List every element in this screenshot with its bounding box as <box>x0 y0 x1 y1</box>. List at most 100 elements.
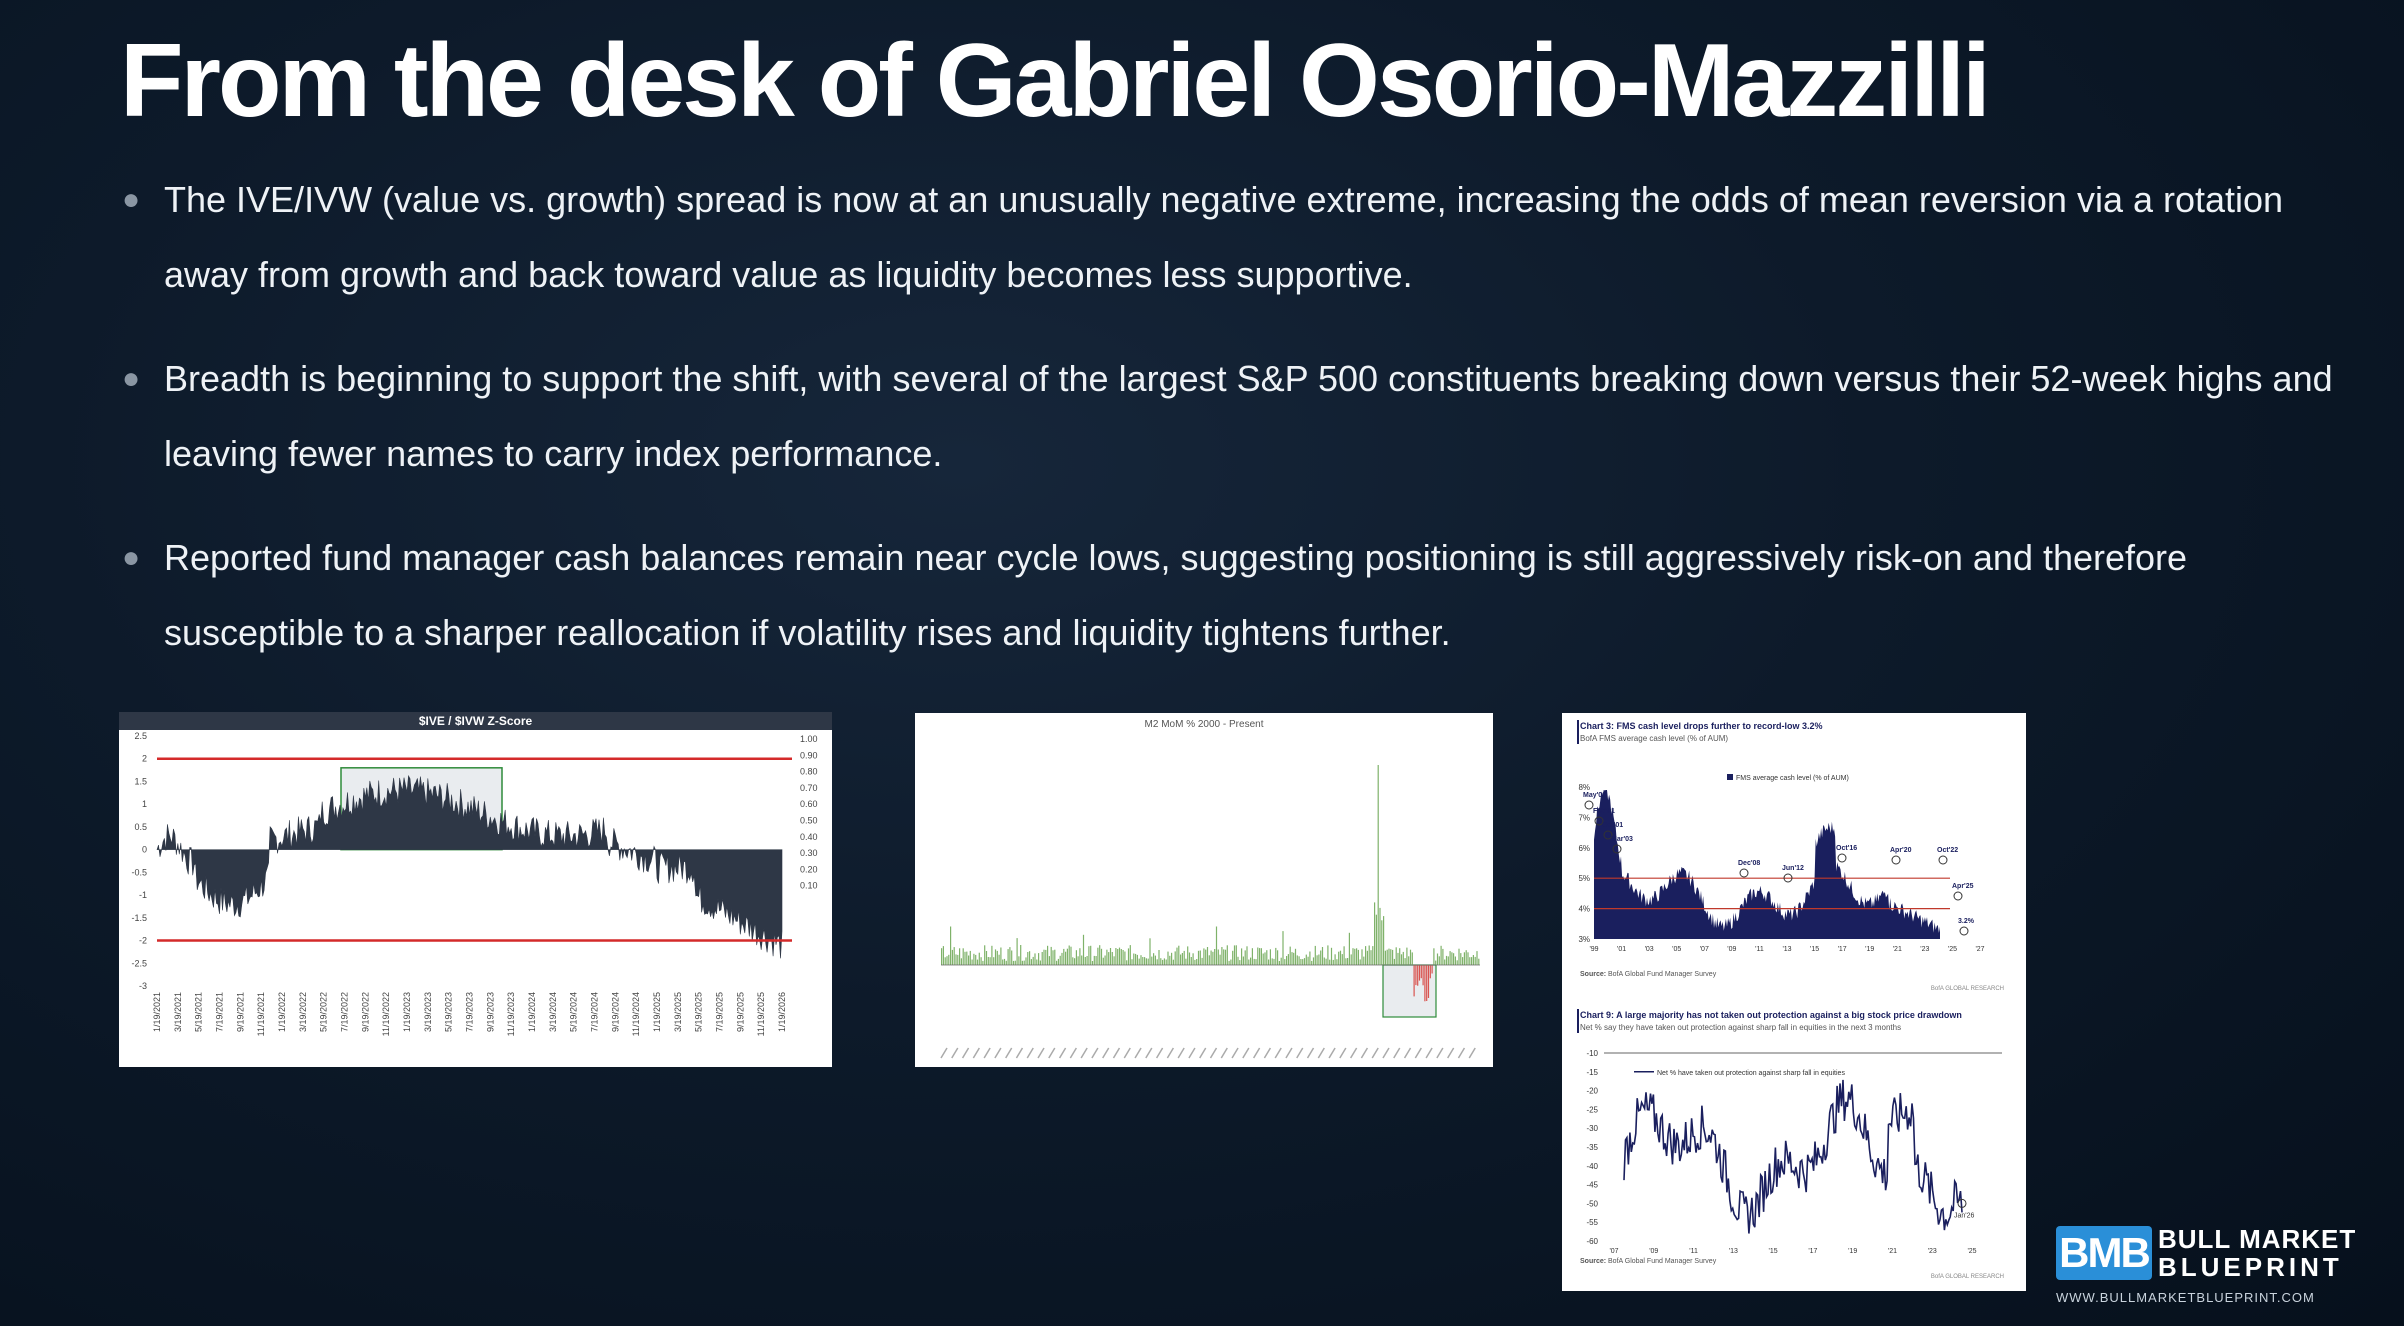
m2-bar <box>1320 950 1322 965</box>
m2-bar <box>1097 947 1099 965</box>
m2-bar <box>1417 965 1419 986</box>
m2-bar <box>1266 950 1268 965</box>
m2-bar <box>1199 950 1201 965</box>
x-tick-label <box>1317 1047 1325 1059</box>
m2-bar <box>1451 952 1453 965</box>
x-tick-label <box>1058 1047 1067 1059</box>
m2-bar <box>1095 956 1097 965</box>
x-tick-label: 9/19/2025 <box>735 992 745 1032</box>
m2-bar <box>1296 955 1298 965</box>
x-tick-label <box>1005 1047 1013 1059</box>
m2-bar <box>1091 961 1094 965</box>
m2-bar <box>1305 954 1307 965</box>
x-tick-label <box>951 1047 959 1059</box>
m2-bar <box>1160 958 1162 965</box>
zscore-chart-svg: 2.521.510.50-0.5-1-1.5-2-2.5-31.000.900.… <box>131 731 818 1036</box>
m2-bar <box>1291 952 1293 965</box>
m2-bar <box>1005 960 1007 965</box>
annotation-label: Oct'16 <box>1836 845 1857 852</box>
m2-bar <box>1372 946 1374 965</box>
x-tick-label <box>1349 1047 1358 1059</box>
m2-bar <box>1233 945 1236 965</box>
m2-bar <box>1162 959 1164 965</box>
m2-bar <box>1149 938 1151 965</box>
y-tick-label: -1 <box>139 890 147 900</box>
m2-bar <box>1102 957 1104 965</box>
zscore-chart-title: $IVE / $IVW Z-Score <box>119 712 832 730</box>
y-tick-label: -60 <box>1586 1237 1598 1246</box>
m2-bar <box>1036 959 1038 965</box>
m2-bar <box>1165 959 1167 965</box>
m2-bar <box>1171 952 1173 965</box>
y2-tick-label: 0.10 <box>800 881 818 891</box>
m2-bar <box>1345 958 1347 965</box>
m2-bar <box>1467 952 1469 965</box>
m2-bar <box>1108 952 1110 965</box>
m2-bar <box>1476 951 1478 965</box>
x-tick-label <box>1199 1047 1207 1059</box>
y-tick-label: 2 <box>142 754 147 764</box>
x-tick-label <box>1403 1047 1412 1059</box>
x-tick-label: 1/19/2024 <box>527 992 537 1032</box>
y2-tick-label: 0.30 <box>800 848 818 858</box>
m2-bar <box>1041 952 1043 965</box>
m2-bar <box>1079 948 1081 965</box>
m2-bar <box>944 957 946 965</box>
m2-bar <box>1399 948 1401 965</box>
x-tick-label: 1/19/2023 <box>402 992 412 1032</box>
m2-bar <box>1118 947 1121 965</box>
bullet-item: ● The IVE/IVW (value vs. growth) spread i… <box>120 162 2360 312</box>
m2-bar <box>1316 955 1318 965</box>
m2-bar <box>1056 960 1058 965</box>
m2-bar <box>1386 949 1388 965</box>
protection-source: Source: BofA Global Fund Manager Survey <box>1580 1258 1716 1265</box>
m2-bar <box>1275 947 1277 965</box>
m2-bar <box>991 945 993 965</box>
y-tick-label: 0.5 <box>134 822 147 832</box>
m2-bar <box>1286 956 1288 965</box>
bmb-logo: BMB BULL MARKET BLUEPRINT WWW.BULLMARKET… <box>2056 1224 2355 1305</box>
m2-bar <box>1422 965 1424 986</box>
m2-bar <box>1115 948 1117 965</box>
m2-bar <box>1016 938 1018 965</box>
m2-bar <box>1458 948 1460 965</box>
annotation-label: Dec'08 <box>1738 860 1760 867</box>
m2-bar <box>1129 945 1131 965</box>
x-tick-label <box>1015 1047 1024 1059</box>
m2-bar <box>1393 958 1395 965</box>
x-tick-label <box>1091 1047 1099 1059</box>
bullet-dot-icon: ● <box>122 541 141 574</box>
m2-bar <box>1381 920 1383 965</box>
x-tick-label: '17 <box>1808 1248 1817 1255</box>
annotation-marker <box>1739 868 1749 878</box>
x-tick-label: '11 <box>1689 1248 1698 1255</box>
protection-source-label: Source: <box>1580 1258 1607 1265</box>
x-tick-label: '07 <box>1700 946 1709 953</box>
m2-bar <box>1138 958 1140 965</box>
zscore-area <box>156 774 783 959</box>
m2-bar <box>982 960 984 965</box>
m2-bar <box>1250 957 1252 965</box>
m2-bar <box>993 957 995 965</box>
x-tick-label: 9/19/2023 <box>485 992 495 1032</box>
m2-bar <box>953 947 955 965</box>
m2-bar <box>1163 958 1165 965</box>
m2-bar <box>1431 965 1433 974</box>
m2-bar <box>1187 946 1189 965</box>
x-tick-label <box>1339 1047 1347 1059</box>
y2-tick-label: 0.70 <box>800 783 818 793</box>
m2-bar <box>1136 954 1138 965</box>
m2-bar <box>994 949 997 965</box>
m2-bar <box>1145 958 1147 965</box>
m2-bar <box>1212 951 1214 965</box>
x-tick-label <box>1102 1047 1110 1059</box>
m2-bar <box>1205 949 1207 965</box>
m2-bar <box>1244 950 1246 965</box>
y-tick-label: -2 <box>139 936 147 946</box>
m2-bar <box>1194 959 1196 965</box>
annotation-marker <box>1891 855 1901 865</box>
m2-bar <box>1214 949 1216 965</box>
m2-bar <box>1088 946 1090 965</box>
m2-bar <box>1375 914 1377 965</box>
m2-bar <box>1284 959 1286 965</box>
